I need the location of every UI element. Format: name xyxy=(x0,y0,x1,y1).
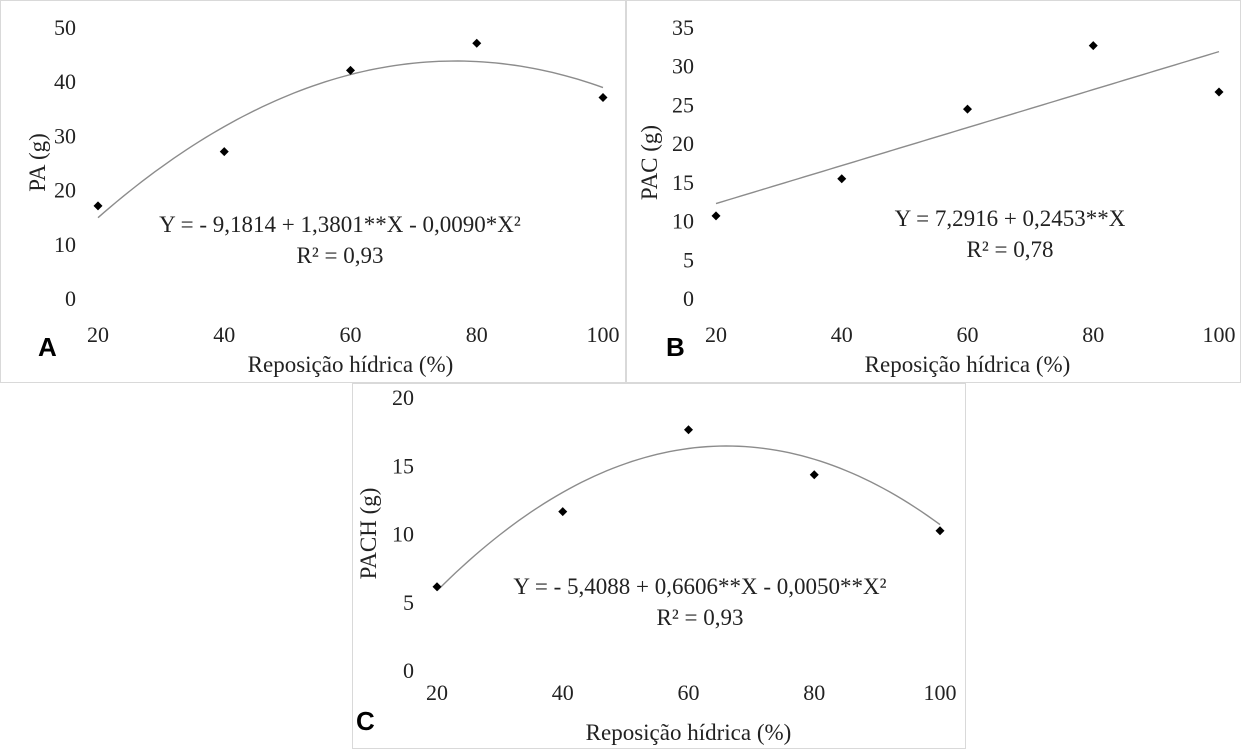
panel-letter: A xyxy=(38,332,57,362)
x-tick-label: 40 xyxy=(831,322,853,347)
x-tick-label: 100 xyxy=(1203,322,1236,347)
x-tick-label: 20 xyxy=(87,322,109,347)
r-squared-label: R² = 0,78 xyxy=(967,237,1054,262)
data-point xyxy=(1088,41,1098,51)
data-point xyxy=(1214,87,1224,97)
x-tick-label: 80 xyxy=(803,680,825,705)
y-tick-label: 15 xyxy=(672,170,694,195)
x-tick-label: 60 xyxy=(678,680,700,705)
data-point xyxy=(432,582,442,592)
x-tick-label: 60 xyxy=(957,322,979,347)
data-point xyxy=(472,38,482,48)
trendline xyxy=(97,60,604,219)
x-tick-label: 80 xyxy=(466,322,488,347)
y-tick-label: 0 xyxy=(683,286,694,311)
data-point xyxy=(684,425,693,435)
y-axis-title: PA (g) xyxy=(25,133,50,192)
data-point xyxy=(935,526,945,536)
regression-equation: Y = - 5,4088 + 0,6606**X - 0,0050**X² xyxy=(513,574,886,599)
x-tick-label: 100 xyxy=(587,322,620,347)
y-tick-label: 0 xyxy=(403,658,414,683)
data-point xyxy=(809,470,819,480)
y-tick-label: 30 xyxy=(54,123,76,148)
x-tick-label: 80 xyxy=(1082,322,1104,347)
regression-equation: Y = 7,2916 + 0,2453**X xyxy=(895,206,1126,231)
x-axis-title: Reposição hídrica (%) xyxy=(586,720,792,745)
y-tick-label: 40 xyxy=(54,69,76,94)
data-point xyxy=(346,65,355,75)
x-tick-label: 60 xyxy=(340,322,362,347)
chart-panel-b xyxy=(626,0,1241,383)
panel-letter: C xyxy=(356,706,375,736)
y-tick-label: 10 xyxy=(672,209,694,234)
y-axis-title: PAC (g) xyxy=(637,125,662,200)
data-point xyxy=(837,174,847,184)
chart-panel-a xyxy=(0,0,626,383)
panel-letter: B xyxy=(666,332,685,362)
y-axis-title: PACH (g) xyxy=(356,488,381,580)
y-tick-label: 5 xyxy=(403,590,414,615)
x-tick-label: 40 xyxy=(213,322,235,347)
y-tick-label: 20 xyxy=(392,385,414,410)
y-tick-label: 25 xyxy=(672,92,694,117)
y-tick-label: 0 xyxy=(65,286,76,311)
y-tick-label: 50 xyxy=(54,15,76,40)
data-point xyxy=(93,201,103,211)
y-tick-label: 20 xyxy=(54,178,76,203)
y-tick-label: 10 xyxy=(392,522,414,547)
x-axis-title: Reposição hídrica (%) xyxy=(248,352,454,377)
trendline xyxy=(436,445,941,592)
data-point xyxy=(711,211,721,221)
x-tick-label: 20 xyxy=(426,680,448,705)
data-point xyxy=(219,147,229,157)
data-point xyxy=(598,92,608,102)
trendline xyxy=(715,50,1220,205)
data-point xyxy=(558,507,568,517)
y-tick-label: 30 xyxy=(672,54,694,79)
r-squared-label: R² = 0,93 xyxy=(657,605,744,630)
regression-equation: Y = - 9,1814 + 1,3801**X - 0,0090*X² xyxy=(159,212,521,237)
x-tick-label: 100 xyxy=(924,680,957,705)
y-tick-label: 20 xyxy=(672,131,694,156)
x-tick-label: 40 xyxy=(552,680,574,705)
y-tick-label: 15 xyxy=(392,453,414,478)
y-tick-label: 35 xyxy=(672,15,694,40)
x-axis-title: Reposição hídrica (%) xyxy=(865,352,1071,377)
data-point xyxy=(963,104,972,114)
x-tick-label: 20 xyxy=(705,322,727,347)
r-squared-label: R² = 0,93 xyxy=(297,243,384,268)
y-tick-label: 10 xyxy=(54,232,76,257)
y-tick-label: 5 xyxy=(683,247,694,272)
